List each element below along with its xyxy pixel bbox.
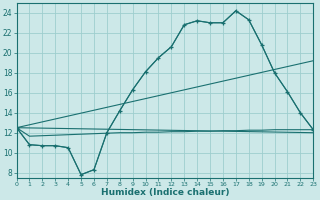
X-axis label: Humidex (Indice chaleur): Humidex (Indice chaleur) xyxy=(101,188,229,197)
Polygon shape xyxy=(17,11,313,175)
